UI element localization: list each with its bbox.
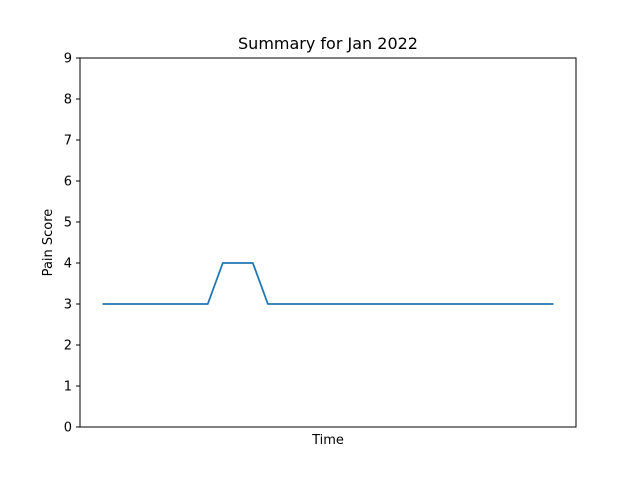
series-line [102,262,554,305]
y-tick-label: 1 [64,380,72,395]
y-tick-label: 7 [64,134,72,149]
y-tick-label: 9 [64,52,72,67]
series-layer [102,262,554,305]
chart-title: Summary for Jan 2022 [238,34,418,53]
plot-background [80,58,576,427]
y-axis-ticks: 0 1 2 3 4 5 6 7 8 9 [64,52,80,436]
y-tick-label: 0 [64,421,72,436]
y-tick-label: 2 [64,339,72,354]
y-tick-label: 8 [64,93,72,108]
x-axis-label: Time [311,433,344,448]
y-tick-label: 4 [64,257,72,272]
y-tick-label: 3 [64,298,72,313]
y-tick-label: 6 [64,175,72,190]
y-axis-label: Pain Score [41,209,56,277]
y-tick-label: 5 [64,216,72,231]
axes-frame [79,57,577,428]
plot-area [80,58,576,427]
axes-border [79,57,577,428]
